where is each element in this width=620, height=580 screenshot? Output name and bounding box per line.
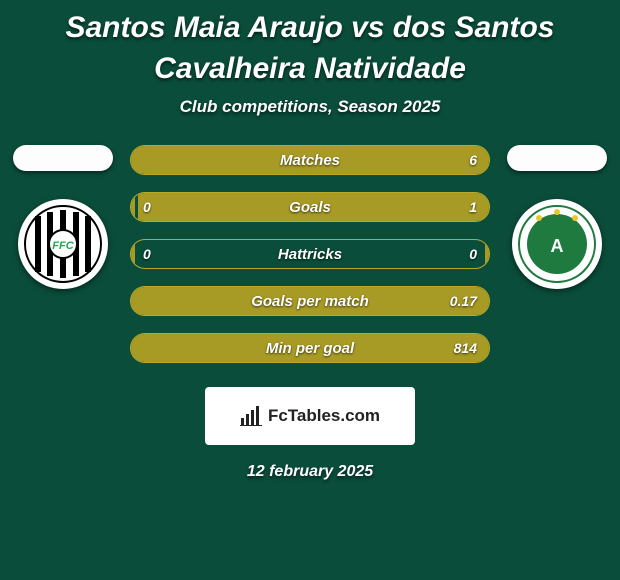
- page-title: Santos Maia Araujo vs dos Santos Cavalhe…: [0, 0, 620, 97]
- stat-label: Goals: [131, 199, 489, 216]
- stat-row: Min per goal814: [130, 333, 490, 363]
- stat-row: 0Hattricks0: [130, 239, 490, 269]
- date-label: 12 february 2025: [10, 463, 610, 481]
- stat-label: Hattricks: [131, 246, 489, 263]
- stat-value-right: 814: [454, 340, 477, 356]
- subtitle: Club competitions, Season 2025: [0, 97, 620, 117]
- stat-value-right: 1: [469, 199, 477, 215]
- brand-text: FcTables.com: [268, 406, 380, 426]
- stat-value-right: 6: [469, 152, 477, 168]
- shield-green-icon: A: [517, 204, 597, 284]
- left-player-pill: [13, 145, 113, 171]
- stat-row: Matches6: [130, 145, 490, 175]
- stat-value-right: 0.17: [450, 293, 477, 309]
- brand-badge: FcTables.com: [205, 387, 415, 445]
- right-team-logo: A: [512, 199, 602, 289]
- stats-list: Matches60Goals10Hattricks0Goals per matc…: [130, 145, 490, 363]
- right-player-column: A: [502, 145, 612, 289]
- comparison-panel: FFC A Matches60Goals10Hattricks0Goals pe…: [0, 145, 620, 481]
- stat-row: Goals per match0.17: [130, 286, 490, 316]
- svg-text:FFC: FFC: [52, 240, 74, 252]
- stat-label: Goals per match: [131, 293, 489, 310]
- stat-value-right: 0: [469, 246, 477, 262]
- stat-label: Min per goal: [131, 340, 489, 357]
- stat-row: 0Goals1: [130, 192, 490, 222]
- svg-text:A: A: [551, 236, 564, 256]
- stat-label: Matches: [131, 152, 489, 169]
- right-player-pill: [507, 145, 607, 171]
- left-player-column: FFC: [8, 145, 118, 289]
- bar-chart-icon: [240, 406, 262, 426]
- shield-stripes-icon: FFC: [23, 204, 103, 284]
- left-team-logo: FFC: [18, 199, 108, 289]
